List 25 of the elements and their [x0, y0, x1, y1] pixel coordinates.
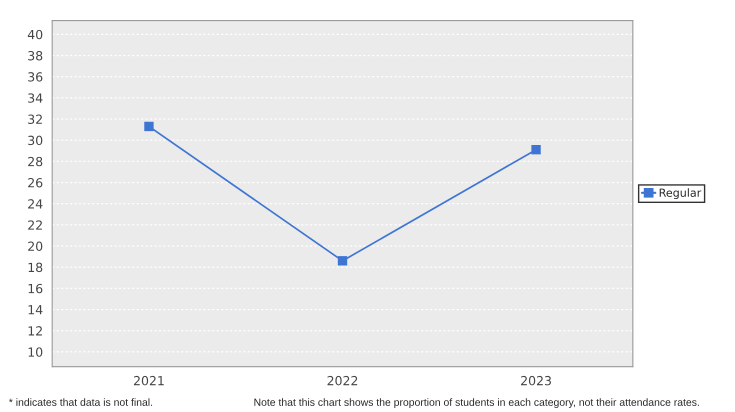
y-tick-label: 34	[28, 93, 42, 103]
x-tick-label: 2021	[134, 376, 164, 386]
y-tick-label: 36	[28, 72, 42, 82]
point	[338, 256, 348, 266]
y-tick-label: 40	[28, 30, 42, 40]
y-tick-label: 16	[28, 284, 42, 294]
y-tick-label: 30	[28, 136, 42, 146]
text: Note that this chart shows the proportion of students in each category, not their attendance rates.	[254, 398, 699, 408]
y-tick-label: 22	[28, 220, 42, 230]
point	[531, 145, 541, 154]
y-tick-label: 14	[28, 305, 42, 314]
legend-label: Regular	[660, 188, 702, 200]
y-tick-label: 26	[28, 178, 42, 188]
y-tick-label: 18	[28, 262, 42, 272]
point	[144, 122, 154, 132]
y-tick-label: 28	[28, 156, 42, 166]
y-tick-label: 10	[28, 347, 42, 357]
x-tick-label: 2022	[328, 376, 358, 386]
x-tick-label: 2023	[521, 376, 551, 386]
y-tick-label: 38	[28, 50, 42, 60]
y-tick-label: 12	[28, 326, 42, 336]
y-tick-label: 24	[28, 199, 42, 208]
y-tick-label: 20	[28, 242, 42, 251]
y-tick-label: 32	[28, 114, 42, 124]
text: * indicates that data is not final.	[8, 398, 152, 406]
